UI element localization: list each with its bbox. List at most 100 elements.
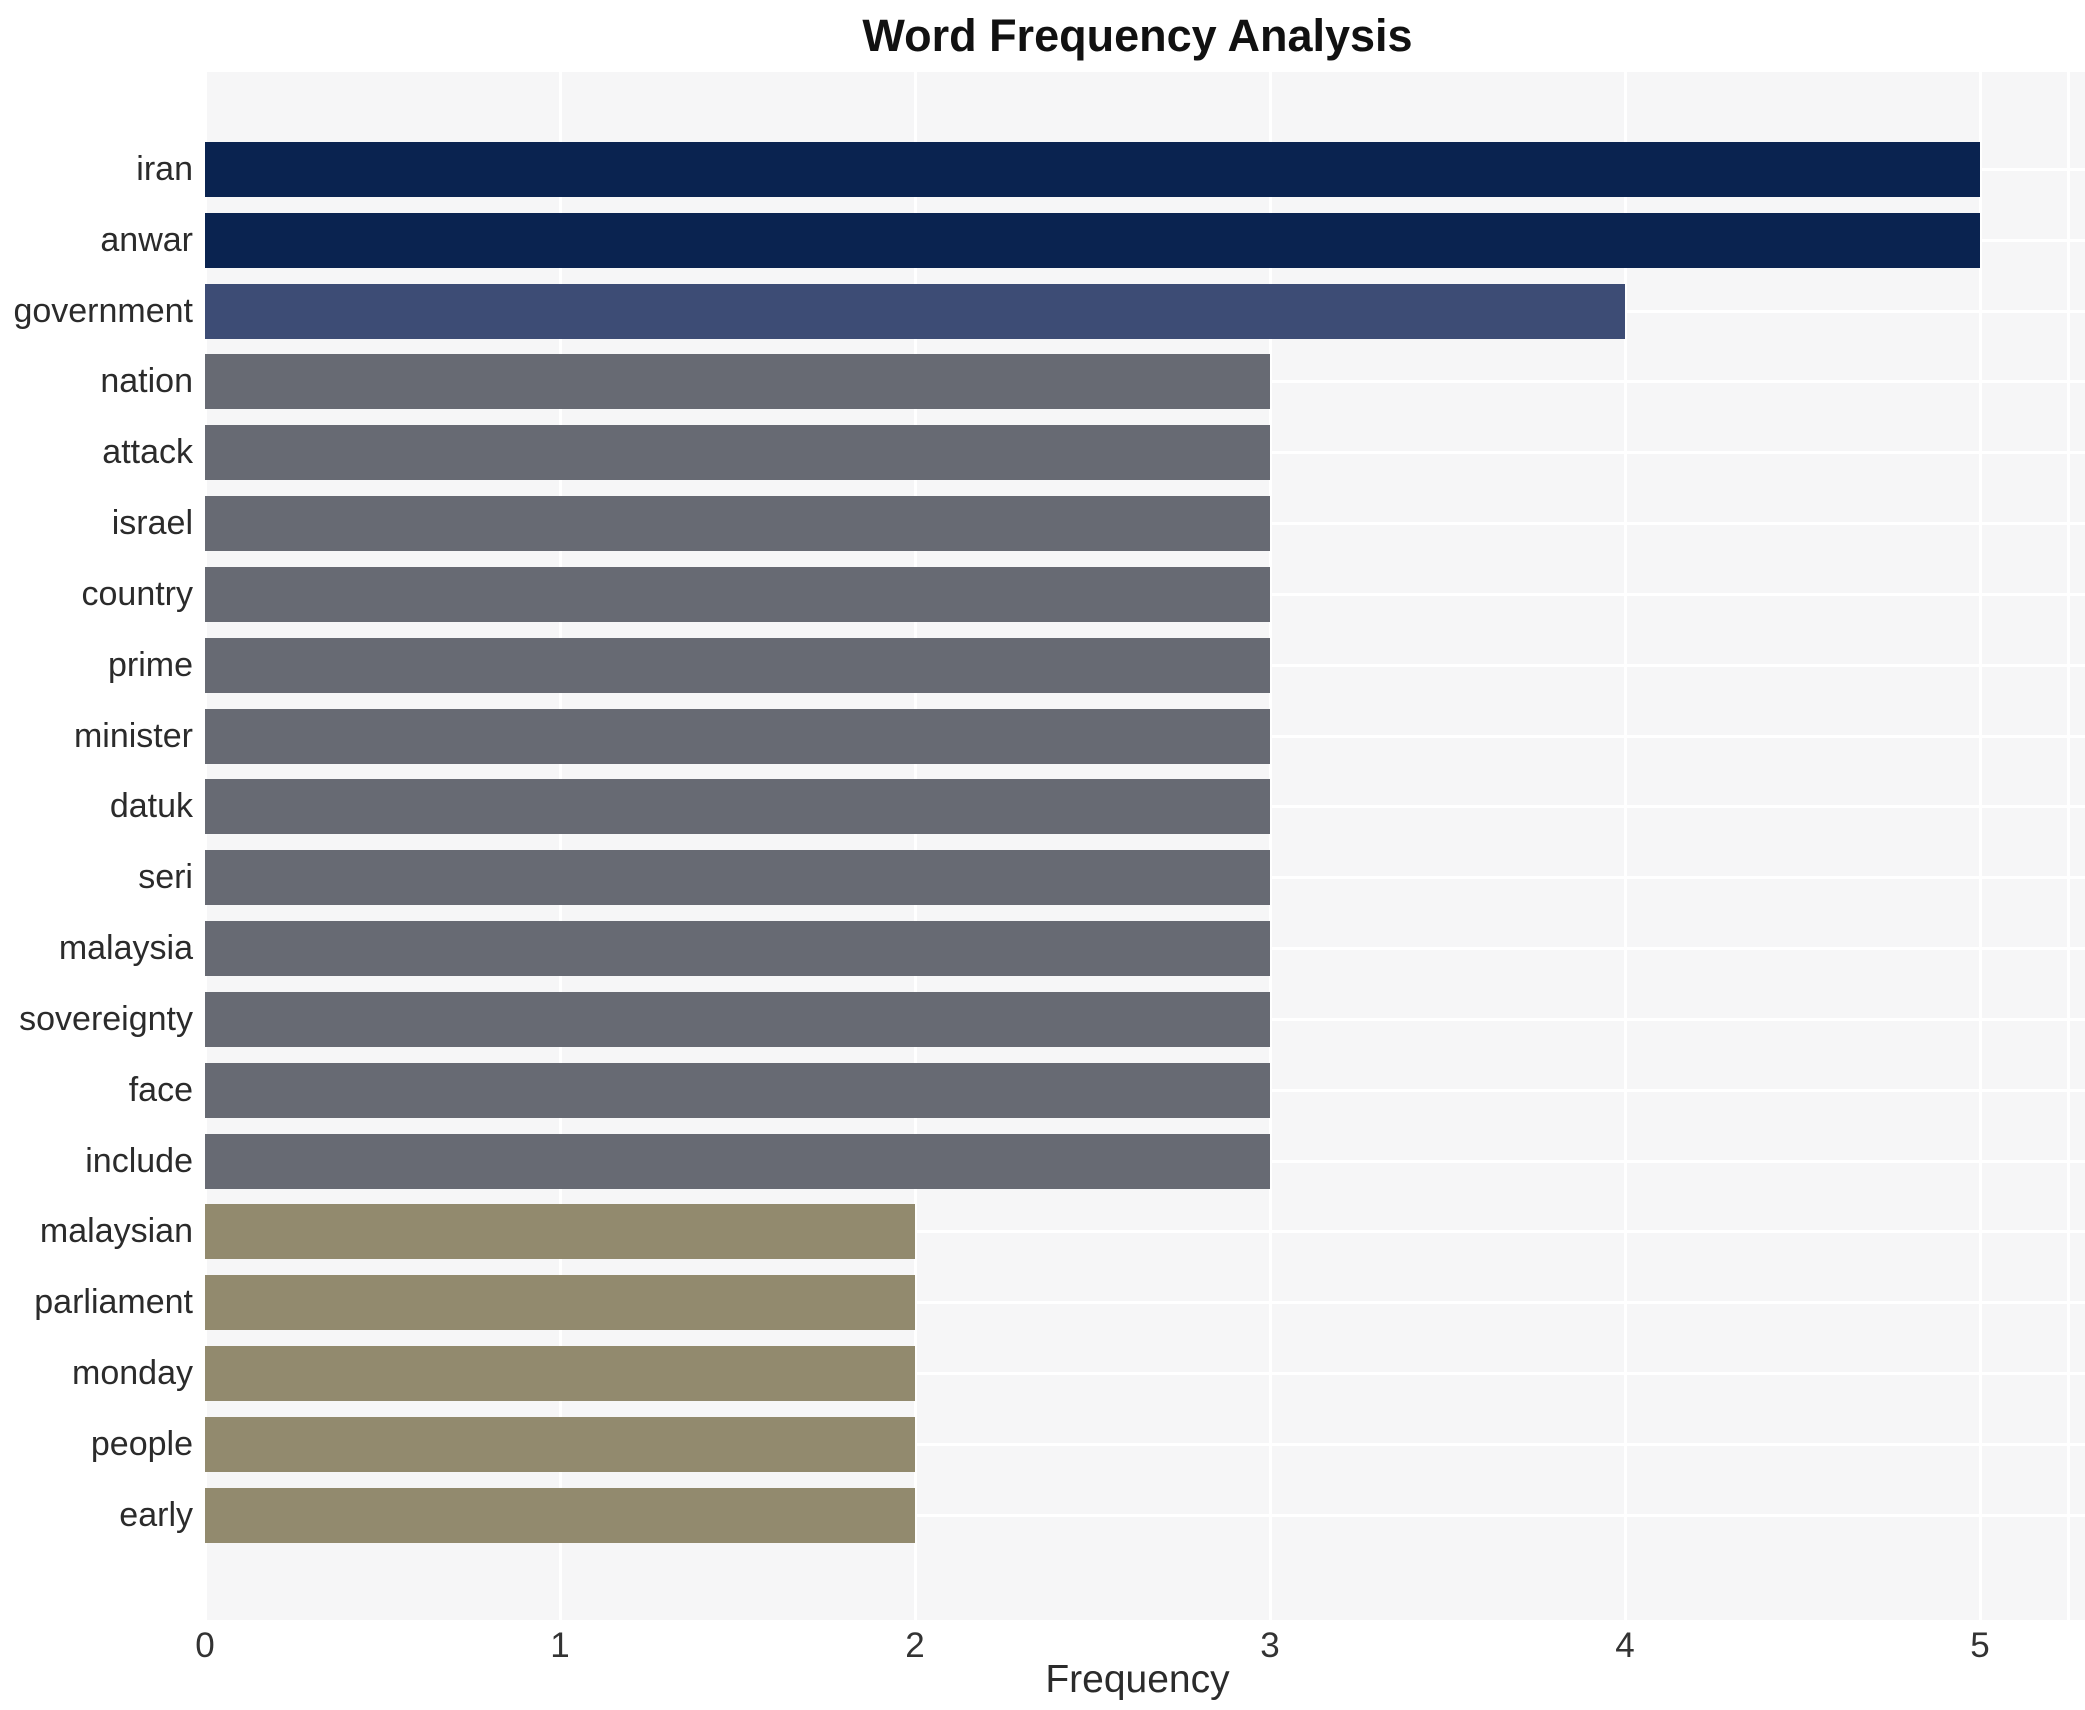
bar-label: minister xyxy=(73,716,193,755)
x-tick-label: 2 xyxy=(905,1626,925,1665)
chart-title: Word Frequency Analysis xyxy=(862,10,1413,61)
bar-row: israel xyxy=(0,496,2085,552)
bar-row: minister xyxy=(0,708,2085,764)
bar xyxy=(205,1346,915,1402)
bar-label: include xyxy=(85,1141,193,1180)
horizontal-gridline xyxy=(205,1230,2085,1234)
bar xyxy=(205,425,1270,481)
bar-row: attack xyxy=(0,425,2085,481)
bar-track xyxy=(205,425,2085,481)
bar-track xyxy=(205,212,2085,268)
bar-label: seri xyxy=(138,858,193,897)
bar xyxy=(205,354,1270,410)
bar xyxy=(205,212,1980,268)
bar-track xyxy=(205,1416,2085,1472)
bar-label: datuk xyxy=(109,787,193,826)
bar-label: sovereignty xyxy=(19,999,193,1038)
vertical-gridline xyxy=(913,72,917,1620)
bar-label: parliament xyxy=(34,1283,193,1322)
bar-label: early xyxy=(119,1495,193,1534)
bar xyxy=(205,283,1625,339)
bar-track xyxy=(205,142,2085,197)
x-tick-label: 4 xyxy=(1615,1626,1635,1665)
bar xyxy=(205,566,1270,622)
bar-row: malaysian xyxy=(0,1204,2085,1260)
bar-row: government xyxy=(0,283,2085,339)
bar-row: country xyxy=(0,566,2085,622)
vertical-gridline xyxy=(1268,72,1272,1620)
bar-row: prime xyxy=(0,637,2085,693)
bar-row: early xyxy=(0,1487,2085,1543)
bar xyxy=(205,708,1270,764)
bar-label: face xyxy=(128,1070,193,1109)
x-tick-label: 5 xyxy=(1970,1626,1990,1665)
bar xyxy=(205,1416,915,1472)
bar-track xyxy=(205,991,2085,1047)
vertical-gridline xyxy=(1978,72,1982,1620)
bar-row: sovereignty xyxy=(0,991,2085,1047)
bar xyxy=(205,637,1270,693)
x-tick-label: 0 xyxy=(195,1626,215,1665)
bar xyxy=(205,921,1270,977)
bar-track xyxy=(205,283,2085,339)
bar-label: people xyxy=(90,1424,193,1463)
vertical-gridline xyxy=(203,72,207,1620)
bar-label: nation xyxy=(100,362,193,401)
bar-label: israel xyxy=(111,504,193,543)
bar-row: seri xyxy=(0,850,2085,906)
bar-track xyxy=(205,1133,2085,1189)
vertical-gridline xyxy=(1623,72,1627,1620)
bar-rows: iran anwar government nation attack xyxy=(0,142,2085,1543)
bar xyxy=(205,1204,915,1260)
bar-track xyxy=(205,1062,2085,1118)
x-tick-label: 3 xyxy=(1260,1626,1280,1665)
bar xyxy=(205,1487,915,1543)
bar-row: iran xyxy=(0,142,2085,197)
plot-area: iran anwar government nation attack xyxy=(0,72,2085,1620)
bar-label: government xyxy=(13,291,193,330)
bar-row: nation xyxy=(0,354,2085,410)
bar-track xyxy=(205,566,2085,622)
bar-track xyxy=(205,1204,2085,1260)
bar-label: monday xyxy=(72,1354,193,1393)
bar-row: anwar xyxy=(0,212,2085,268)
bar-row: monday xyxy=(0,1346,2085,1402)
x-axis-title: Frequency xyxy=(1045,1658,1230,1701)
bar-track xyxy=(205,708,2085,764)
bar-track xyxy=(205,921,2085,977)
bar xyxy=(205,1133,1270,1189)
bar-track xyxy=(205,1487,2085,1543)
bar xyxy=(205,496,1270,552)
bar-track xyxy=(205,850,2085,906)
bar-label: country xyxy=(81,574,194,613)
x-tick-label: 1 xyxy=(550,1626,570,1665)
bar-track xyxy=(205,1346,2085,1402)
plot-right-edge-line xyxy=(2067,72,2071,1620)
bar-row: datuk xyxy=(0,779,2085,835)
bar-track xyxy=(205,779,2085,835)
horizontal-gridline xyxy=(205,1372,2085,1376)
horizontal-gridline xyxy=(205,1301,2085,1305)
bar-label: prime xyxy=(107,645,193,684)
bar-track xyxy=(205,354,2085,410)
bar-row: include xyxy=(0,1133,2085,1189)
bar-row: face xyxy=(0,1062,2085,1118)
bar xyxy=(205,779,1270,835)
bar xyxy=(205,1275,915,1331)
horizontal-gridline xyxy=(205,1442,2085,1446)
bar xyxy=(205,991,1270,1047)
horizontal-gridline xyxy=(205,1513,2085,1517)
bar xyxy=(205,142,1980,197)
bar-label: attack xyxy=(102,433,193,472)
bar-track xyxy=(205,1275,2085,1331)
bar xyxy=(205,1062,1270,1118)
bar-row: malaysia xyxy=(0,921,2085,977)
vertical-gridline xyxy=(558,72,562,1620)
bar-label: iran xyxy=(136,150,193,188)
bar-label: malaysian xyxy=(39,1212,193,1251)
bar-label: malaysia xyxy=(58,929,193,968)
bar-row: people xyxy=(0,1416,2085,1472)
bar-track xyxy=(205,637,2085,693)
bar xyxy=(205,850,1270,906)
